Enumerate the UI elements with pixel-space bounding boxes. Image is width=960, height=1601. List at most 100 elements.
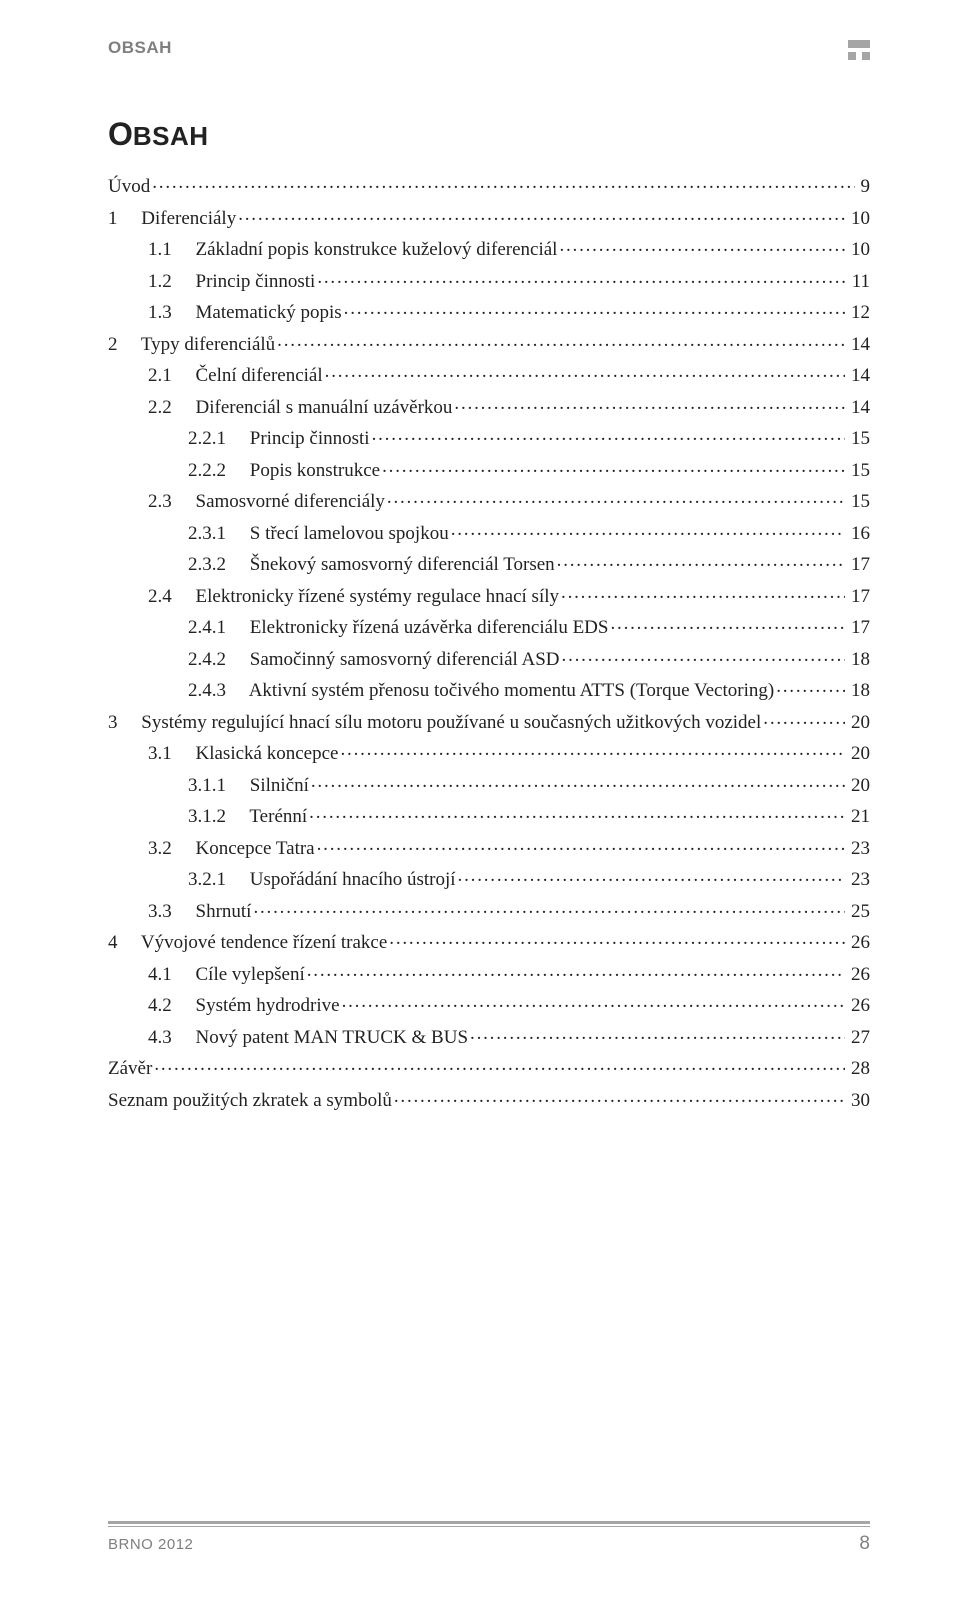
toc-page: 20 (851, 713, 870, 732)
toc-leader (154, 1055, 845, 1074)
toc-entry[interactable]: 3 Systémy regulující hnací sílu motoru p… (108, 709, 870, 732)
toc-label: 3.1.2 Terénní (188, 807, 307, 826)
toc-entry[interactable]: 4.1 Cíle vylepšení26 (108, 961, 870, 984)
toc-page: 10 (851, 209, 870, 228)
toc-label: 2.2.2 Popis konstrukce (188, 461, 380, 480)
page-number: 8 (859, 1533, 870, 1555)
toc-label: 1 Diferenciály (108, 209, 236, 228)
toc-page: 14 (851, 366, 870, 385)
footer-text: BRNO 2012 (108, 1536, 193, 1553)
toc-leader (389, 929, 845, 948)
toc-page: 17 (851, 618, 870, 637)
toc-label: 4.3 Nový patent MAN TRUCK & BUS (148, 1028, 468, 1047)
toc-entry[interactable]: 3.1.2 Terénní 21 (108, 803, 870, 826)
toc-entry[interactable]: 2.2 Diferenciál s manuální uzávěrkou14 (108, 394, 870, 417)
toc-label: 2 Typy diferenciálů (108, 335, 275, 354)
toc-entry[interactable]: 2.3.1 S třecí lamelovou spojkou 16 (108, 520, 870, 543)
toc-label: 2.3.2 Šnekový samosvorný diferenciál Tor… (188, 555, 555, 574)
divider-thin (108, 1526, 870, 1527)
toc-page: 25 (851, 902, 870, 921)
toc-page: 26 (851, 996, 870, 1015)
toc-page: 17 (851, 587, 870, 606)
logo-block-left (848, 52, 856, 60)
toc-leader (152, 173, 854, 192)
toc-entry[interactable]: 3.2 Koncepce Tatra 23 (108, 835, 870, 858)
toc-label: Úvod (108, 177, 150, 196)
toc-leader (387, 488, 845, 507)
toc-page: 15 (851, 461, 870, 480)
toc-label: 3 Systémy regulující hnací sílu motoru p… (108, 713, 761, 732)
logo-block-top (848, 40, 870, 48)
toc-label: 1.3 Matematický popis (148, 303, 342, 322)
toc-entry[interactable]: 3.1 Klasická koncepce 20 (108, 740, 870, 763)
toc-page: 10 (851, 240, 870, 259)
toc-label: 4 Vývojové tendence řízení trakce (108, 933, 387, 952)
toc-label: 3.1 Klasická koncepce (148, 744, 338, 763)
toc-entry[interactable]: 4 Vývojové tendence řízení trakce 26 (108, 929, 870, 952)
toc-page: 16 (851, 524, 870, 543)
toc-entry[interactable]: 1 Diferenciály 10 (108, 205, 870, 228)
toc-page: 26 (851, 933, 870, 952)
logo-icon (848, 38, 870, 68)
toc-entry[interactable]: 2.4.3 Aktivní systém přenosu točivého mo… (108, 677, 870, 700)
toc-leader (372, 425, 845, 444)
toc-label: 1.2 Princip činnosti (148, 272, 315, 291)
toc-leader (561, 583, 845, 602)
toc-leader (394, 1087, 845, 1106)
divider-thick (108, 1521, 870, 1524)
toc-entry[interactable]: 3.2.1 Uspořádání hnacího ústrojí23 (108, 866, 870, 889)
toc-page: 20 (851, 776, 870, 795)
section-label: OBSAH (108, 38, 172, 58)
toc-entry[interactable]: 1.2 Princip činnosti11 (108, 268, 870, 291)
toc-leader (451, 520, 845, 539)
page-header: OBSAH (108, 38, 870, 68)
toc-page: 14 (851, 335, 870, 354)
toc-label: 2.3.1 S třecí lamelovou spojkou (188, 524, 449, 543)
toc-entry[interactable]: 2.1 Čelní diferenciál 14 (108, 362, 870, 385)
toc-entry[interactable]: 2.3.2 Šnekový samosvorný diferenciál Tor… (108, 551, 870, 574)
toc-entry[interactable]: 2.2.1 Princip činnosti15 (108, 425, 870, 448)
toc-entry[interactable]: 1.1 Základní popis konstrukce kuželový d… (108, 236, 870, 259)
toc-entry[interactable]: 4.2 Systém hydrodrive 26 (108, 992, 870, 1015)
toc-page: 28 (851, 1059, 870, 1078)
toc-label: 3.2 Koncepce Tatra (148, 839, 315, 858)
toc-entry[interactable]: 3.3 Shrnutí25 (108, 898, 870, 921)
toc-entry[interactable]: Závěr 28 (108, 1055, 870, 1078)
toc-page: 23 (851, 839, 870, 858)
toc-label: 3.1.1 Silniční (188, 776, 309, 795)
toc-entry[interactable]: 4.3 Nový patent MAN TRUCK & BUS 27 (108, 1024, 870, 1047)
toc-entry[interactable]: 2 Typy diferenciálů 14 (108, 331, 870, 354)
toc-label: 2.1 Čelní diferenciál (148, 366, 323, 385)
logo-block-right (862, 52, 870, 60)
toc-leader (277, 331, 845, 350)
toc-leader (325, 362, 845, 381)
toc-leader (238, 205, 845, 224)
toc-page: 30 (851, 1091, 870, 1110)
toc-entry[interactable]: 2.3 Samosvorné diferenciály15 (108, 488, 870, 511)
toc-entry[interactable]: 3.1.1 Silniční 20 (108, 772, 870, 795)
toc-leader (557, 551, 845, 570)
toc-entry[interactable]: 2.4 Elektronicky řízené systémy regulace… (108, 583, 870, 606)
toc-entry[interactable]: Seznam použitých zkratek a symbolů30 (108, 1087, 870, 1110)
toc-page: 27 (851, 1028, 870, 1047)
toc-entry[interactable]: 1.3 Matematický popis12 (108, 299, 870, 322)
toc-entry[interactable]: 2.4.2 Samočinný samosvorný diferenciál A… (108, 646, 870, 669)
toc-leader (340, 740, 845, 759)
toc-entry[interactable]: 2.2.2 Popis konstrukce 15 (108, 457, 870, 480)
toc-page: 21 (851, 807, 870, 826)
toc-label: 2.4.2 Samočinný samosvorný diferenciál A… (188, 650, 560, 669)
toc-leader (763, 709, 845, 728)
toc-label: 4.2 Systém hydrodrive (148, 996, 340, 1015)
toc-page: 18 (851, 650, 870, 669)
toc-label: 1.1 Základní popis konstrukce kuželový d… (148, 240, 557, 259)
toc-label: Závěr (108, 1059, 152, 1078)
toc-page: 14 (851, 398, 870, 417)
toc-leader (309, 803, 845, 822)
toc-leader (311, 772, 845, 791)
toc-entry[interactable]: Úvod9 (108, 173, 870, 196)
toc-leader (776, 677, 845, 696)
toc-leader (470, 1024, 845, 1043)
toc-entry[interactable]: 2.4.1 Elektronicky řízená uzávěrka difer… (108, 614, 870, 637)
toc-leader (562, 646, 845, 665)
toc-page: 20 (851, 744, 870, 763)
